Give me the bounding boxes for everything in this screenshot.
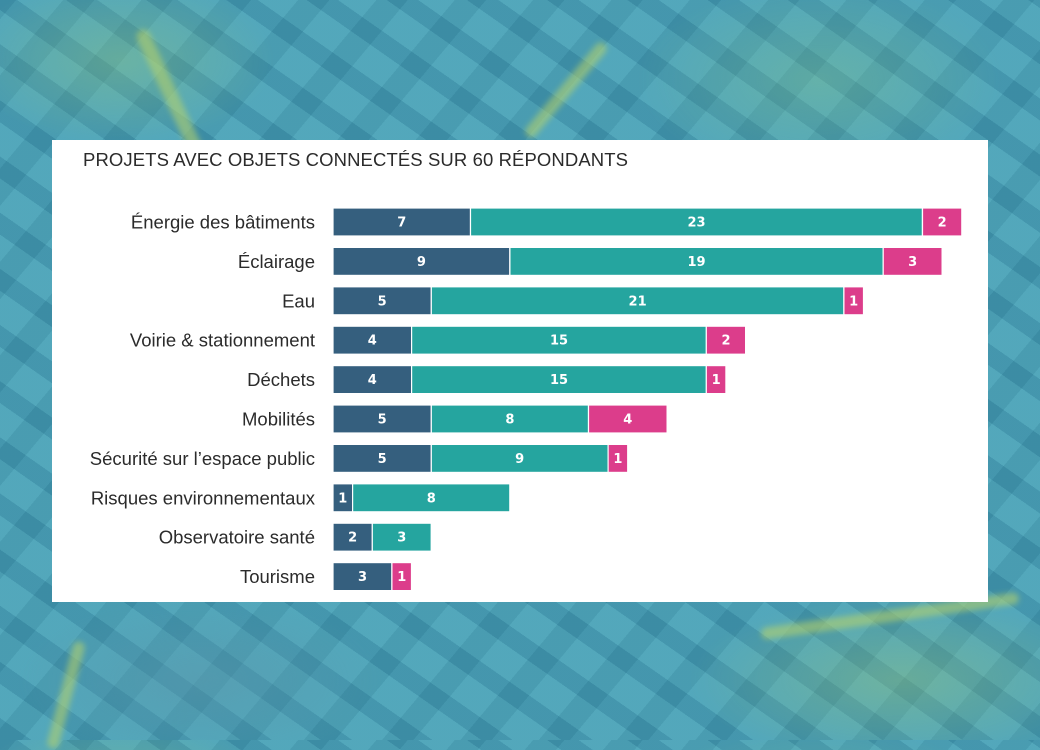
bar-segment-series-3 <box>705 365 727 395</box>
bar-value-label: 5 <box>378 452 387 467</box>
bar-segment-series-1 <box>332 286 432 316</box>
bar-value-label: 3 <box>358 570 367 585</box>
bar-value-label: 21 <box>629 294 647 309</box>
bar-segment-series-1 <box>332 522 373 552</box>
bar-segment-series-2 <box>430 443 609 473</box>
category-label: Voirie & stationnement <box>130 330 315 351</box>
bar-value-label: 8 <box>505 413 514 428</box>
bar-value-label: 9 <box>515 452 524 467</box>
bar-value-label: 1 <box>849 294 858 309</box>
bar-value-label: 2 <box>348 531 357 546</box>
bar-value-label: 7 <box>397 216 406 231</box>
chart-panel: PROJETS AVEC OBJETS CONNECTÉS SUR 60 RÉP… <box>52 140 988 602</box>
category-label: Risques environnementaux <box>91 487 316 508</box>
category-label: Mobilités <box>242 409 315 430</box>
bar-segment-series-3 <box>843 286 865 316</box>
bar-segment-series-3 <box>587 404 668 434</box>
bar-segment-series-1 <box>332 562 393 592</box>
bar-value-label: 1 <box>397 570 406 585</box>
category-label: Énergie des bâtiments <box>131 212 315 233</box>
bar-value-label: 1 <box>613 452 622 467</box>
bar-value-label: 15 <box>550 334 568 349</box>
bar-value-label: 8 <box>427 491 436 506</box>
bar-segment-series-2 <box>430 404 590 434</box>
category-label: Tourisme <box>240 566 315 587</box>
bar-value-label: 9 <box>417 255 426 270</box>
category-label: Eau <box>282 290 315 311</box>
bar-value-label: 3 <box>908 255 917 270</box>
chart-title: PROJETS AVEC OBJETS CONNECTÉS SUR 60 RÉP… <box>83 149 629 170</box>
bar-value-label: 19 <box>687 255 705 270</box>
bar-segment-series-2 <box>469 207 923 237</box>
category-label: Sécurité sur l’espace public <box>90 448 315 469</box>
bar-value-label: 15 <box>550 373 568 388</box>
bar-value-label: 2 <box>938 216 947 231</box>
bar-value-label: 2 <box>721 334 730 349</box>
bar-value-label: 23 <box>687 216 705 231</box>
bar-segment-series-2 <box>411 325 707 355</box>
bar-value-label: 1 <box>338 491 347 506</box>
bar-value-label: 4 <box>368 334 377 349</box>
background-road <box>522 40 610 140</box>
bar-segment-series-3 <box>607 443 629 473</box>
category-label: Déchets <box>247 369 315 390</box>
bar-segment-series-1 <box>332 404 432 434</box>
category-label: Observatoire santé <box>159 527 315 548</box>
bar-segment-series-2 <box>430 286 845 316</box>
bar-segment-series-2 <box>509 246 884 277</box>
bar-segment-series-1 <box>332 365 413 395</box>
bar-segment-series-2 <box>352 483 511 513</box>
bar-segment-series-3 <box>391 562 413 592</box>
category-label: Éclairage <box>238 251 315 272</box>
background-road <box>45 640 87 750</box>
bar-value-label: 4 <box>623 413 632 428</box>
bar-value-label: 1 <box>712 373 721 388</box>
bar-segment-series-3 <box>921 207 963 237</box>
bar-value-label: 5 <box>378 294 387 309</box>
bar-segment-series-1 <box>332 443 432 473</box>
bar-segment-series-3 <box>705 325 747 355</box>
bar-value-label: 5 <box>378 413 387 428</box>
bar-value-label: 4 <box>368 373 377 388</box>
bar-segment-series-3 <box>882 246 943 277</box>
bar-segment-series-2 <box>371 522 432 552</box>
bar-value-label: 3 <box>397 531 406 546</box>
